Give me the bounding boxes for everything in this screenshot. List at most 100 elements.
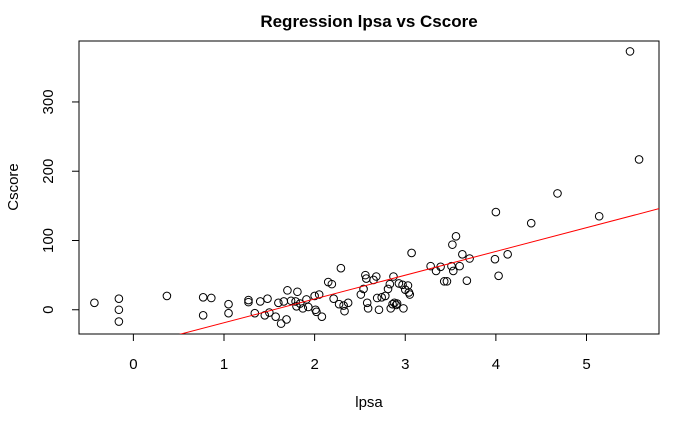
- data-point: [362, 298, 372, 308]
- x-tick-label: 4: [492, 356, 500, 373]
- data-point: [455, 261, 464, 271]
- data-point: [399, 304, 408, 313]
- data-point: [503, 250, 512, 259]
- data-point: [391, 300, 401, 310]
- data-point: [198, 292, 208, 302]
- data-point: [359, 284, 368, 294]
- data-point: [385, 279, 395, 289]
- data-point: [343, 298, 353, 308]
- data-point: [407, 248, 416, 258]
- data-point: [442, 277, 452, 286]
- data-point: [114, 294, 124, 303]
- data-point: [317, 312, 327, 321]
- y-tick-label: 0: [40, 306, 57, 314]
- data-point: [303, 302, 313, 312]
- x-tick-label: 1: [220, 356, 228, 373]
- data-point: [334, 299, 344, 309]
- data-point: [625, 47, 635, 56]
- data-point: [265, 308, 274, 317]
- data-point: [494, 271, 503, 281]
- data-point: [394, 279, 404, 288]
- x-axis: 0 1 2 3 4 5: [129, 334, 591, 373]
- data-point: [363, 304, 373, 313]
- x-tick-label: 5: [582, 356, 590, 373]
- data-point: [403, 281, 413, 290]
- data-point: [283, 286, 292, 295]
- data-point: [250, 308, 260, 318]
- data-point: [377, 292, 386, 302]
- data-point: [260, 310, 270, 320]
- data-point: [263, 294, 272, 303]
- x-tick-label: 2: [310, 356, 318, 373]
- data-point: [271, 312, 280, 321]
- data-point: [447, 261, 456, 271]
- data-point: [392, 299, 402, 308]
- data-point: [224, 308, 233, 318]
- data-point: [634, 155, 644, 164]
- data-point: [340, 306, 349, 316]
- data-point: [451, 232, 461, 241]
- x-tick-label: 0: [129, 356, 137, 373]
- data-point: [439, 277, 449, 286]
- data-point: [255, 297, 265, 306]
- data-point: [339, 301, 348, 310]
- y-axis-label: Cscore: [5, 163, 22, 211]
- data-point: [594, 211, 604, 221]
- data-point: [465, 254, 474, 263]
- data-point: [327, 279, 337, 289]
- regression-line: [178, 208, 659, 334]
- data-point: [282, 315, 291, 324]
- data-point: [462, 276, 472, 285]
- data-point: [286, 296, 296, 306]
- data-point: [162, 291, 172, 301]
- data-point: [312, 307, 321, 317]
- data-point: [274, 298, 283, 308]
- data-point: [361, 270, 370, 280]
- data-point: [356, 290, 366, 299]
- data-point: [526, 218, 536, 228]
- data-point: [310, 291, 319, 301]
- chart-title: Regression lpsa vs Cscore: [260, 12, 477, 31]
- data-point: [458, 250, 467, 259]
- y-tick-label: 100: [40, 228, 57, 253]
- y-tick-label: 200: [40, 159, 57, 184]
- data-point: [448, 240, 457, 249]
- regression-fit: [178, 208, 659, 334]
- data-point: [372, 293, 382, 303]
- x-tick-label: 3: [401, 356, 409, 373]
- data-point: [491, 207, 501, 217]
- data-point: [291, 297, 300, 306]
- plot-frame: [78, 40, 660, 335]
- data-point: [224, 299, 233, 309]
- data-point: [389, 272, 398, 281]
- data-point: [553, 189, 562, 198]
- data-point: [314, 290, 324, 299]
- y-tick-label: 300: [40, 89, 57, 114]
- data-point: [90, 298, 99, 308]
- data-point: [329, 294, 338, 303]
- data-point: [114, 305, 124, 315]
- data-point: [207, 293, 216, 303]
- x-axis-label: lpsa: [355, 394, 383, 411]
- data-point: [276, 319, 286, 328]
- data-point: [405, 290, 415, 299]
- data-point: [383, 284, 393, 294]
- data-point: [336, 263, 346, 273]
- data-point: [388, 299, 397, 309]
- data-point: [371, 272, 381, 281]
- y-axis: 0 100 200 300: [40, 89, 79, 314]
- data-point: [244, 297, 253, 307]
- data-point: [198, 310, 208, 320]
- data-point: [374, 305, 384, 315]
- data-point: [490, 254, 500, 264]
- data-point: [298, 304, 308, 313]
- data-point: [426, 261, 435, 271]
- data-point: [293, 287, 302, 297]
- data-points: [90, 47, 644, 328]
- data-point: [448, 266, 458, 276]
- data-point: [279, 297, 289, 306]
- data-point: [244, 295, 253, 305]
- data-point: [114, 317, 124, 326]
